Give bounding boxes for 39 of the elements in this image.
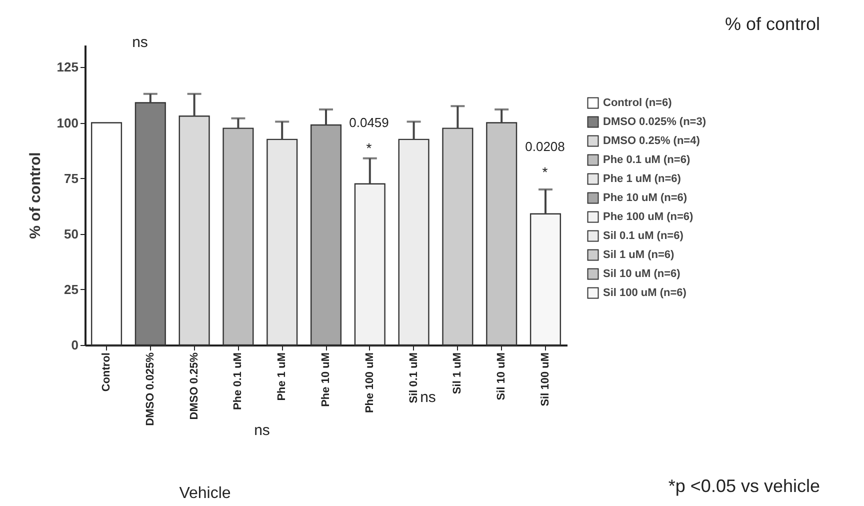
y-tick-label: 0 bbox=[71, 338, 78, 352]
legend-label: Sil 1 uM (n=6) bbox=[603, 249, 675, 261]
legend-label: Sil 100 uM (n=6) bbox=[603, 287, 687, 299]
legend-label: Phe 10 uM (n=6) bbox=[603, 192, 688, 204]
text: Vehicle bbox=[179, 485, 231, 502]
y-tick-label: 50 bbox=[64, 226, 78, 242]
text: % of control bbox=[724, 14, 820, 34]
y-tick-label: 25 bbox=[64, 282, 78, 297]
x-tick-label: Sil 100 uM bbox=[539, 352, 552, 406]
annotation: ns bbox=[132, 34, 148, 51]
legend-label: Phe 0.1 uM (n=6) bbox=[603, 154, 690, 166]
x-tick-label: Sil 0.1 uM bbox=[408, 352, 420, 404]
y-tick-label: 75 bbox=[64, 170, 78, 186]
text: ns bbox=[420, 389, 436, 406]
legend-label: Phe 1 uM (n=6) bbox=[603, 173, 682, 185]
x-tick-label: Phe 100 uM bbox=[364, 352, 376, 414]
annotation: * bbox=[542, 164, 548, 180]
x-tick-label: Sil 1 uM bbox=[452, 352, 464, 394]
x-tick-label: Control bbox=[100, 352, 113, 392]
legend-label: Sil 10 uM (n=6) bbox=[603, 268, 681, 280]
legend-label: Control (n=6) bbox=[603, 97, 672, 109]
legend-label: Phe 100 uM (n=6) bbox=[603, 211, 694, 223]
x-tick-label: Phe 1 uM bbox=[276, 352, 288, 401]
legend-label: Sil 0.1 uM (n=6) bbox=[603, 230, 684, 242]
text: *p <0.05 vs vehicle bbox=[668, 476, 820, 496]
x-tick-label: DMSO 0.025% bbox=[144, 352, 156, 426]
annotation: 0.0459 bbox=[349, 115, 389, 130]
text: ns bbox=[254, 422, 270, 439]
annotation: * bbox=[366, 140, 372, 156]
x-tick-label: Phe 0.1 uM bbox=[232, 352, 244, 410]
x-tick-label: Sil 10 uM bbox=[496, 352, 508, 400]
legend-label: DMSO 0.25% (n=4) bbox=[603, 135, 700, 147]
x-tick-label: DMSO 0.25% bbox=[188, 352, 200, 420]
x-tick-label: Phe 10 uM bbox=[320, 352, 332, 407]
legend-label: DMSO 0.025% (n=3) bbox=[603, 116, 706, 128]
y-tick-label: 100 bbox=[56, 115, 78, 130]
y-axis-title: % of control bbox=[26, 152, 44, 239]
annotation: 0.0208 bbox=[525, 139, 565, 154]
y-tick-label: 125 bbox=[56, 60, 78, 75]
